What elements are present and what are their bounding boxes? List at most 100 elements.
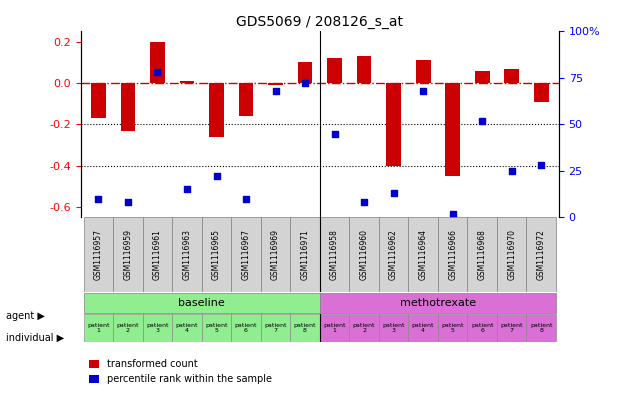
Text: patient
7: patient 7	[501, 323, 523, 333]
Text: GSM1116969: GSM1116969	[271, 229, 280, 280]
FancyBboxPatch shape	[172, 217, 202, 292]
FancyBboxPatch shape	[379, 314, 409, 342]
FancyBboxPatch shape	[527, 217, 556, 292]
Text: GSM1116957: GSM1116957	[94, 229, 103, 280]
FancyBboxPatch shape	[84, 217, 113, 292]
Text: patient
2: patient 2	[117, 323, 139, 333]
Text: GSM1116965: GSM1116965	[212, 229, 221, 280]
Text: baseline: baseline	[178, 298, 225, 308]
FancyBboxPatch shape	[172, 314, 202, 342]
FancyBboxPatch shape	[290, 314, 320, 342]
Text: methotrexate: methotrexate	[400, 298, 476, 308]
FancyBboxPatch shape	[497, 314, 527, 342]
Text: patient
5: patient 5	[442, 323, 464, 333]
Point	[359, 199, 369, 206]
Bar	[209, 83, 224, 137]
FancyBboxPatch shape	[320, 314, 350, 342]
Bar	[238, 83, 253, 116]
Point	[448, 211, 458, 217]
Text: GSM1116972: GSM1116972	[537, 229, 546, 280]
Text: GSM1116963: GSM1116963	[183, 229, 191, 280]
Point	[241, 196, 251, 202]
FancyBboxPatch shape	[350, 314, 379, 342]
Bar	[297, 62, 312, 83]
FancyBboxPatch shape	[379, 217, 409, 292]
Text: patient
4: patient 4	[176, 323, 198, 333]
Bar	[327, 58, 342, 83]
FancyBboxPatch shape	[113, 314, 143, 342]
Point	[477, 118, 487, 124]
Bar	[356, 56, 371, 83]
FancyBboxPatch shape	[409, 314, 438, 342]
FancyBboxPatch shape	[320, 217, 350, 292]
Text: patient
8: patient 8	[530, 323, 553, 333]
FancyBboxPatch shape	[84, 314, 113, 342]
Point	[94, 196, 104, 202]
Text: GSM1116960: GSM1116960	[360, 229, 369, 280]
FancyBboxPatch shape	[350, 217, 379, 292]
Point	[330, 130, 340, 137]
FancyBboxPatch shape	[202, 217, 231, 292]
FancyBboxPatch shape	[84, 293, 320, 313]
Legend: transformed count, percentile rank within the sample: transformed count, percentile rank withi…	[86, 356, 276, 388]
Bar	[386, 83, 401, 166]
FancyBboxPatch shape	[409, 217, 438, 292]
FancyBboxPatch shape	[231, 217, 261, 292]
Text: patient
3: patient 3	[146, 323, 169, 333]
Bar	[475, 71, 489, 83]
Point	[507, 168, 517, 174]
Text: individual ▶: individual ▶	[6, 333, 65, 343]
Bar	[415, 61, 430, 83]
FancyBboxPatch shape	[202, 314, 231, 342]
Bar	[91, 83, 106, 118]
Text: patient
3: patient 3	[383, 323, 405, 333]
Bar	[268, 83, 283, 85]
FancyBboxPatch shape	[527, 314, 556, 342]
Bar	[179, 81, 194, 83]
Point	[418, 88, 428, 94]
Text: patient
5: patient 5	[206, 323, 228, 333]
Text: patient
1: patient 1	[87, 323, 110, 333]
Point	[212, 173, 222, 180]
Point	[182, 186, 192, 193]
Bar	[445, 83, 460, 176]
Text: patient
6: patient 6	[471, 323, 494, 333]
Text: patient
4: patient 4	[412, 323, 434, 333]
Text: GSM1116970: GSM1116970	[507, 229, 516, 280]
Point	[389, 190, 399, 196]
Bar	[150, 42, 165, 83]
FancyBboxPatch shape	[261, 314, 290, 342]
FancyBboxPatch shape	[438, 314, 468, 342]
FancyBboxPatch shape	[261, 217, 290, 292]
FancyBboxPatch shape	[113, 217, 143, 292]
Text: GSM1116959: GSM1116959	[124, 229, 132, 280]
FancyBboxPatch shape	[497, 217, 527, 292]
FancyBboxPatch shape	[143, 217, 172, 292]
Text: patient
2: patient 2	[353, 323, 375, 333]
FancyBboxPatch shape	[438, 217, 468, 292]
Text: GSM1116958: GSM1116958	[330, 229, 339, 280]
FancyBboxPatch shape	[290, 217, 320, 292]
FancyBboxPatch shape	[143, 314, 172, 342]
Bar	[534, 83, 548, 102]
Text: patient
7: patient 7	[265, 323, 287, 333]
Text: patient
6: patient 6	[235, 323, 257, 333]
Text: agent ▶: agent ▶	[6, 311, 45, 321]
Point	[300, 80, 310, 86]
FancyBboxPatch shape	[468, 217, 497, 292]
Text: GSM1116962: GSM1116962	[389, 229, 398, 280]
Text: GSM1116961: GSM1116961	[153, 229, 162, 280]
Point	[153, 69, 163, 75]
Text: GSM1116966: GSM1116966	[448, 229, 457, 280]
Point	[123, 199, 133, 206]
Text: patient
1: patient 1	[324, 323, 346, 333]
Bar	[504, 69, 519, 83]
FancyBboxPatch shape	[468, 314, 497, 342]
Title: GDS5069 / 208126_s_at: GDS5069 / 208126_s_at	[237, 15, 403, 29]
Text: GSM1116968: GSM1116968	[478, 229, 487, 280]
FancyBboxPatch shape	[320, 293, 556, 313]
FancyBboxPatch shape	[231, 314, 261, 342]
Point	[271, 88, 281, 94]
Text: GSM1116967: GSM1116967	[242, 229, 250, 280]
Bar	[120, 83, 135, 130]
